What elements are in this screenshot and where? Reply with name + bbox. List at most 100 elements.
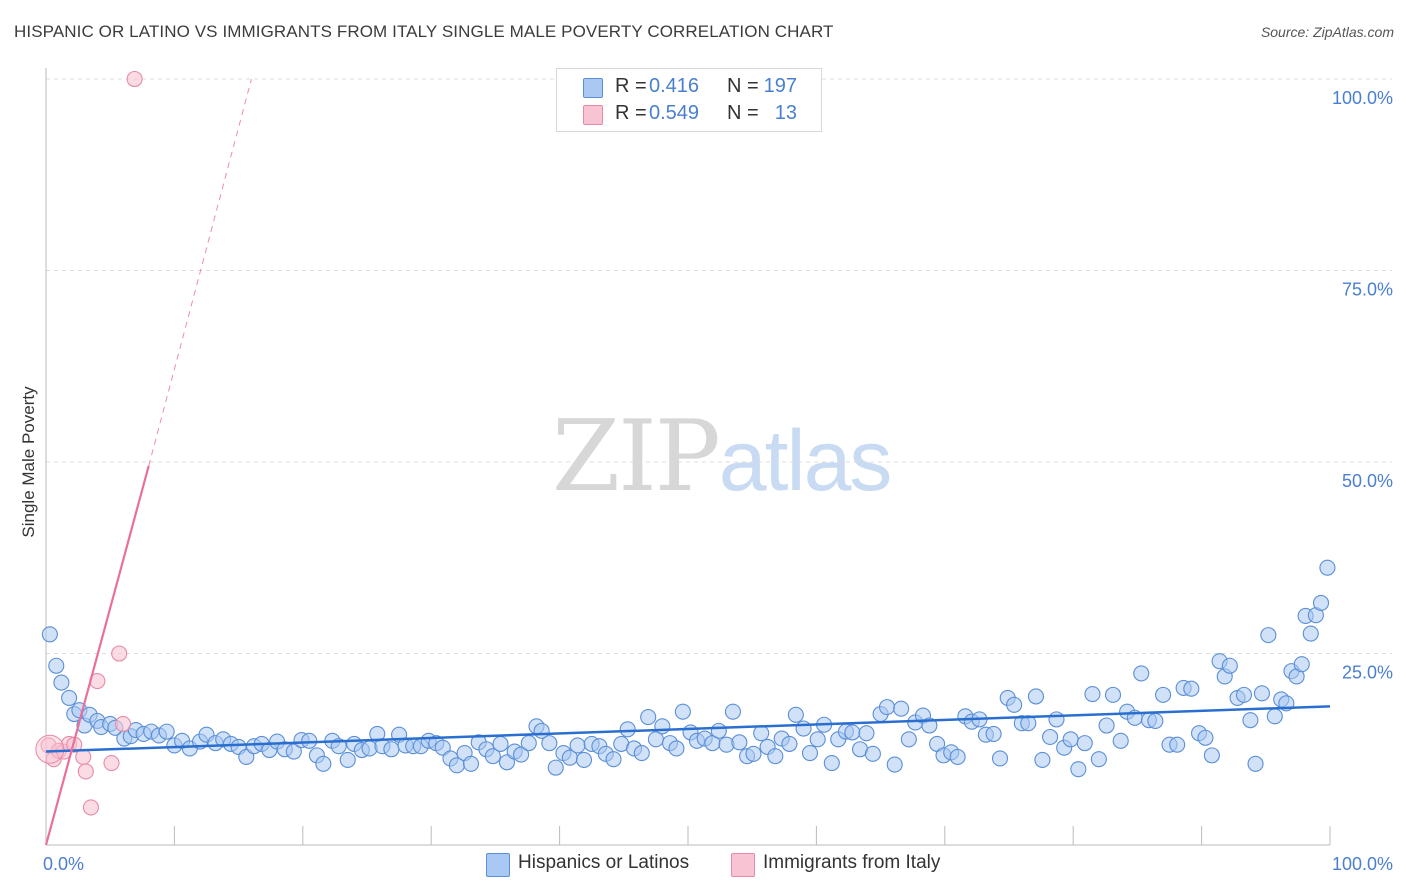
- hispanic-point: [1203, 747, 1220, 764]
- hispanic-point: [1133, 665, 1150, 682]
- stats-row-hispanic: R = 0.416 N = 197: [557, 75, 821, 101]
- hispanic-point: [619, 721, 636, 738]
- n-value: 197: [763, 75, 797, 97]
- hispanic-point: [1293, 656, 1310, 673]
- n-label: N =: [727, 75, 759, 97]
- hispanic-point: [1183, 680, 1200, 697]
- hispanic-point: [541, 735, 558, 752]
- hispanic-point: [640, 709, 657, 726]
- hispanic-point: [1104, 686, 1122, 703]
- hispanic-point: [864, 745, 881, 762]
- hispanic-point: [1147, 712, 1164, 729]
- r-label: R =: [615, 102, 647, 124]
- y-tick-label: 100.0%: [1332, 88, 1393, 108]
- hispanic-point: [991, 750, 1009, 767]
- hispanic-point: [1197, 729, 1214, 746]
- hispanic-point: [724, 703, 741, 720]
- hispanic-point: [1042, 728, 1059, 746]
- r-value: 0.416: [649, 75, 700, 97]
- hispanic-point: [1034, 751, 1051, 769]
- hispanic-point: [1253, 685, 1270, 702]
- stats-row-italy: R = 0.549 N = 13: [557, 102, 821, 128]
- hispanic-point: [1266, 708, 1283, 725]
- italy-point: [77, 763, 94, 780]
- hispanic-point: [795, 720, 812, 737]
- hispanic-point: [1084, 686, 1101, 703]
- hispanic-point: [787, 706, 804, 723]
- y-tick-label: 25.0%: [1342, 663, 1393, 683]
- legend-label: Immigrants from Italy: [763, 852, 941, 873]
- watermark-zip: ZIP: [552, 400, 721, 514]
- hispanic-point: [605, 751, 622, 768]
- hispanic-point: [1006, 696, 1023, 713]
- hispanic-point: [61, 689, 78, 706]
- hispanic-point: [801, 745, 819, 762]
- hispanic-point: [1169, 736, 1186, 753]
- hispanic-point: [1027, 688, 1045, 705]
- hispanic-point: [569, 737, 586, 754]
- hispanic-legend-swatch: [486, 853, 510, 877]
- watermark-atlas: atlas: [718, 413, 893, 509]
- hispanic-point: [383, 741, 400, 758]
- italy-point: [82, 799, 99, 816]
- hispanic-point: [547, 759, 564, 776]
- hispanic-trend-line: [45, 705, 1331, 753]
- hispanic-point: [41, 626, 58, 643]
- hispanic-point: [301, 732, 318, 749]
- italy-point: [111, 645, 128, 662]
- italy-trend-extension: [148, 78, 252, 466]
- watermark: ZIPatlas: [552, 400, 893, 514]
- r-value: 0.549: [649, 102, 700, 124]
- hispanic-point: [668, 740, 685, 757]
- hispanic-point: [1112, 732, 1129, 749]
- hispanic-point: [809, 731, 826, 748]
- source-label: Source: ZipAtlas.com: [1260, 24, 1394, 40]
- hispanic-point: [1221, 657, 1238, 674]
- hispanic-point: [1247, 755, 1264, 772]
- hispanic-point: [1020, 715, 1037, 732]
- hispanic-point: [633, 745, 650, 762]
- hispanic-point: [462, 755, 480, 772]
- hispanic-point: [710, 722, 727, 739]
- italy-point: [114, 715, 132, 733]
- hispanic-point: [1235, 686, 1253, 703]
- hispanic-point: [1048, 711, 1065, 728]
- hispanic-point: [900, 731, 917, 748]
- hispanic-point: [753, 725, 770, 742]
- italy-point: [126, 70, 143, 88]
- stats-legend: R = 0.416 N = 197 R = 0.549 N = 13: [556, 68, 822, 132]
- hispanic-point: [1155, 686, 1172, 703]
- y-tick-label: 75.0%: [1342, 280, 1393, 300]
- hispanic-point: [520, 735, 537, 752]
- hispanic-point: [575, 751, 593, 769]
- hispanic-point: [1076, 735, 1093, 752]
- hispanic-point: [53, 674, 70, 691]
- hispanic-point: [858, 725, 875, 742]
- hispanic-point: [1090, 751, 1107, 768]
- series-legend: Hispanics or Latinos Immigrants from Ita…: [0, 851, 1406, 879]
- hispanic-point: [484, 748, 501, 765]
- hispanic-point: [886, 756, 903, 773]
- hispanic-point: [949, 748, 966, 765]
- x-tick-label: 100.0%: [1332, 854, 1393, 874]
- n-value: 13: [774, 102, 797, 124]
- hispanic-point: [1242, 712, 1259, 729]
- x-tick-label: 0.0%: [43, 854, 84, 874]
- hispanic-point: [158, 723, 175, 740]
- hispanic-point: [1312, 594, 1330, 611]
- hispanic-point: [878, 699, 896, 716]
- hispanic-point: [674, 703, 691, 720]
- chart-title: HISPANIC OR LATINO VS IMMIGRANTS FROM IT…: [14, 22, 834, 41]
- hispanic-point: [1319, 559, 1336, 576]
- italy-point: [103, 754, 120, 772]
- italy-trend-line: [44, 465, 150, 846]
- italy-swatch: [583, 105, 603, 125]
- hispanic-point: [1070, 761, 1087, 778]
- legend-label: Hispanics or Latinos: [518, 852, 690, 873]
- italy-legend-swatch: [731, 853, 755, 877]
- hispanic-point: [731, 734, 748, 751]
- hispanic-point: [1098, 717, 1115, 734]
- y-axis-label: Single Male Poverty: [19, 386, 38, 538]
- hispanic-point: [339, 751, 356, 769]
